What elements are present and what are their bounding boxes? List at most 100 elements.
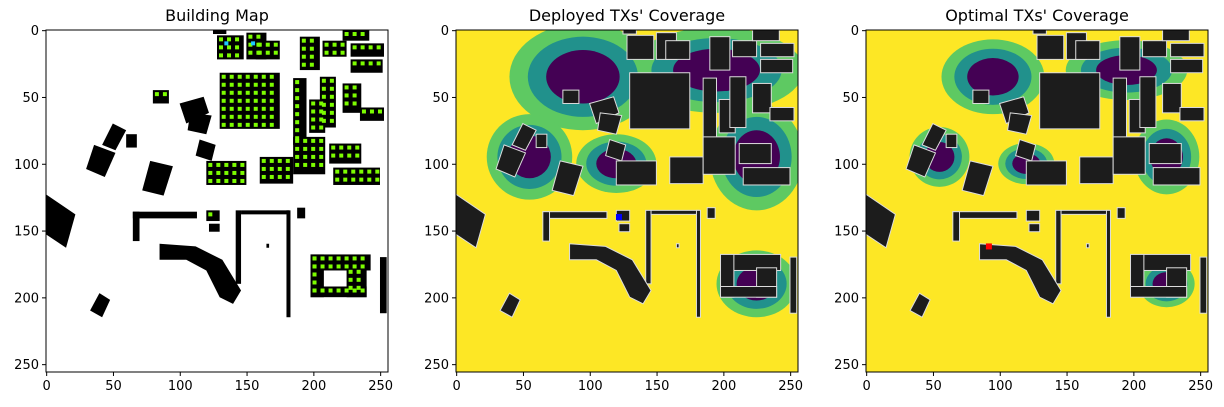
x-tick-label: 200: [1121, 379, 1146, 394]
x-tick-label: 100: [168, 379, 193, 394]
grid-point: [269, 106, 274, 111]
x-tick-label: 250: [778, 379, 803, 394]
building-footprint: [208, 223, 220, 232]
building-footprint: [219, 72, 280, 129]
y-tick-label: 100: [14, 158, 39, 173]
grid-point: [232, 170, 237, 175]
grid-point: [253, 90, 258, 95]
building-footprint: [46, 194, 76, 248]
grid-point: [295, 128, 300, 133]
grid-point: [332, 42, 337, 47]
grid-point: [269, 82, 274, 87]
x-tick-label: 150: [645, 379, 670, 394]
y-tick-label: 200: [834, 291, 859, 306]
grid-point: [261, 122, 266, 127]
grid-point: [367, 177, 372, 182]
building-footprint: [972, 89, 990, 104]
building-footprint: [1060, 209, 1110, 215]
grid-point: [240, 170, 245, 175]
grid-point: [162, 92, 167, 97]
grid-point: [256, 34, 261, 39]
y-tick-label: 250: [14, 358, 39, 373]
grid-point: [352, 32, 357, 37]
grid-point: [245, 106, 250, 111]
building-footprint: [615, 160, 657, 186]
grid-point: [273, 42, 278, 47]
building-footprint: [752, 30, 780, 42]
grid-point: [253, 98, 258, 103]
grid-point: [339, 145, 344, 150]
grid-point: [324, 42, 329, 47]
grid-point: [248, 34, 253, 39]
grid-point: [219, 45, 224, 50]
grid-point: [352, 288, 357, 293]
building-footprint: [569, 243, 652, 305]
building-footprint: [1007, 112, 1033, 135]
grid-point: [312, 272, 317, 277]
grid-point: [221, 106, 226, 111]
building-footprint: [1162, 82, 1182, 114]
grid-point: [253, 106, 258, 111]
x-tick-label: 100: [578, 379, 603, 394]
grid-point: [261, 74, 266, 79]
grid-point: [277, 174, 282, 179]
x-tick-label: 50: [925, 379, 942, 394]
building-footprint: [1055, 209, 1062, 285]
grid-point: [331, 153, 336, 158]
grid-point: [311, 109, 316, 114]
grid-point: [261, 98, 266, 103]
grid-point: [253, 122, 258, 127]
building-footprint: [626, 34, 655, 60]
grid-point: [221, 82, 226, 87]
building-footprint: [102, 123, 127, 151]
building-footprint: [187, 112, 212, 135]
grid-point: [295, 80, 300, 85]
y-tick-label: 250: [834, 358, 859, 373]
building-footprint: [542, 211, 608, 219]
grid-point: [261, 158, 266, 163]
grid-point: [261, 114, 266, 119]
building-footprint: [760, 58, 794, 74]
grid-point: [208, 178, 213, 183]
building-footprint: [1139, 76, 1157, 129]
building-footprint: [1025, 209, 1041, 222]
tx-point: [224, 41, 229, 46]
grid-point: [328, 264, 333, 269]
x-tick-label: 150: [235, 379, 260, 394]
x-tick-label: 0: [863, 379, 871, 394]
grid-point: [229, 90, 234, 95]
y-tick-label: 50: [842, 91, 859, 106]
grid-point: [321, 94, 326, 99]
grid-point: [245, 114, 250, 119]
grid-point: [352, 85, 357, 90]
grid-point: [321, 102, 326, 107]
grid-point: [295, 136, 300, 141]
grid-point: [377, 109, 382, 114]
grid-point: [224, 170, 229, 175]
x-tick-label: 50: [515, 379, 532, 394]
building-footprint: [1028, 223, 1041, 233]
grid-point: [335, 177, 340, 182]
grid-point: [328, 256, 333, 261]
grid-point: [257, 50, 262, 55]
grid-point: [360, 45, 365, 50]
grid-point: [269, 122, 274, 127]
grid-point: [376, 61, 381, 66]
grid-point: [375, 169, 380, 174]
x-tick-label: 0: [43, 379, 51, 394]
building-footprint: [132, 211, 197, 219]
grid-point: [311, 117, 316, 122]
grid-point: [273, 50, 278, 55]
grid-point: [295, 154, 300, 159]
building-footprint: [742, 167, 791, 186]
grid-point: [208, 212, 213, 217]
building-footprint: [206, 210, 220, 222]
grid-point: [261, 174, 266, 179]
grid-point: [311, 146, 316, 151]
building-footprint: [998, 96, 1030, 125]
grid-point: [343, 169, 348, 174]
grid-point: [329, 110, 334, 115]
building-footprint: [729, 76, 747, 129]
grid-point: [360, 32, 365, 37]
grid-point: [319, 125, 324, 130]
